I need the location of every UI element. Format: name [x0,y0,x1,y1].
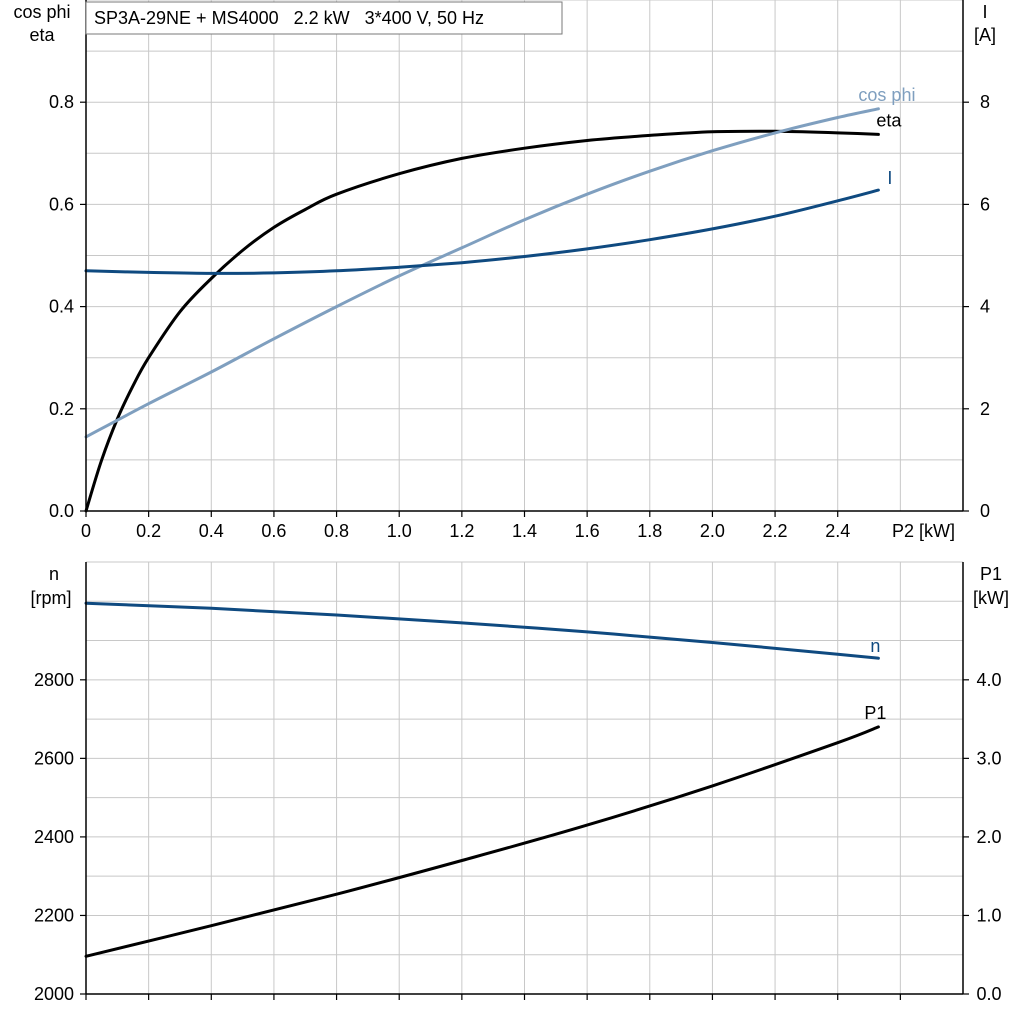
series-p1-line [84,725,880,958]
x-tick-label: 2.0 [700,521,725,541]
left-y-tick-label: 0.8 [49,92,74,112]
left-y-tick-label: 0.4 [49,297,74,317]
labels: 0 0.2 0.4 0.6 0.8 1.0 1.2 1.4 1.6 1.8 2.0 2.2 2.4 P2 … [13,2,1009,1004]
x-tick-label: 1.6 [575,521,600,541]
right-axis-title: I [982,2,987,22]
x-tick-label: 0.4 [199,521,224,541]
bottom-right-y-tick-label: 4.0 [976,670,1001,690]
x-tick-label: 1.2 [449,521,474,541]
x-tick-label: 2.2 [763,521,788,541]
x-tick-label: 0.6 [261,521,286,541]
right-y-tick-label: 8 [980,92,990,112]
left-axis-title: cos phi [13,2,70,22]
right-y-tick-label: 0 [980,501,990,521]
bottom-left-y-tick-label: 2400 [34,827,74,847]
right-y-tick-label: 2 [980,399,990,419]
left-axis-title: eta [29,25,55,45]
bottom-left-y-tick-label: 2000 [34,984,74,1004]
x-tick-label: 2.4 [825,521,850,541]
axes [80,0,969,1000]
series-speed-label: n [870,636,880,656]
bottom-right-y-tick-label: 2.0 [976,827,1001,847]
series-p1-label: P1 [864,703,886,723]
bottom-right-y-tick-label: 0.0 [976,984,1001,1004]
right-y-tick-label: 6 [980,194,990,214]
bottom-left-y-tick-label: 2200 [34,905,74,925]
bottom-right-axis-title: P1 [980,564,1002,584]
left-y-tick-label: 0.2 [49,399,74,419]
left-y-tick-label: 0.0 [49,501,74,521]
left-y-tick-label: 0.6 [49,194,74,214]
bottom-right-axis-title: [kW] [973,588,1009,608]
series-cosphi-label: cos phi [858,85,915,105]
x-tick-label: 1.0 [387,521,412,541]
x-tick-label: 0.2 [136,521,161,541]
x-tick-label: 0 [81,521,91,541]
right-axis-title: [A] [974,25,996,45]
title-box [85,1,563,35]
x-tick-label: 0.8 [324,521,349,541]
bottom-left-y-tick-label: 2600 [34,748,74,768]
x-tick-label: 1.8 [637,521,662,541]
right-y-tick-label: 4 [980,297,990,317]
bottom-right-y-tick-label: 1.0 [976,905,1001,925]
x-axis-label: P2 [kW] [892,521,955,541]
bottom-left-y-tick-label: 2800 [34,670,74,690]
x-tick-label: 1.4 [512,521,537,541]
chart-title: SP3A-29NE + MS4000 2.2 kW 3*400 V, 50 Hz [94,8,484,28]
series-cosphi-line [84,107,880,439]
series-current-line [84,188,880,275]
bottom-left-axis-title: n [49,564,59,584]
bottom-left-axis-title: [rpm] [30,588,71,608]
curves [84,107,880,958]
bottom-right-y-tick-label: 3.0 [976,748,1001,768]
series-speed-line [84,601,880,660]
series-eta-line [84,129,880,513]
series-current-label: I [887,168,892,188]
series-eta-label: eta [876,110,902,130]
